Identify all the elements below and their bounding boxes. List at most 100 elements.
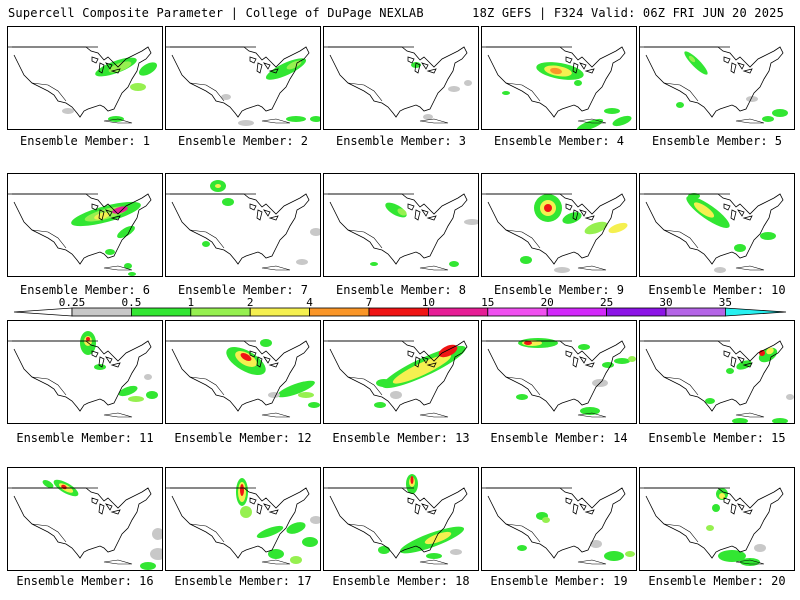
scp-contour (772, 418, 788, 423)
member-caption-10: Ensemble Member: 10 (648, 283, 786, 297)
scp-contour (464, 219, 478, 225)
member-caption-9: Ensemble Member: 9 (493, 283, 625, 297)
member-caption-17: Ensemble Member: 17 (174, 574, 312, 588)
colorbar-tick-label: 35 (719, 296, 732, 309)
scp-contour (718, 550, 746, 562)
colorbar-tick-label: 25 (600, 296, 613, 309)
great-lakes (249, 497, 279, 515)
great-lakes (723, 497, 753, 515)
colorbar-bin (130, 307, 192, 317)
scp-contour (542, 517, 550, 523)
cuba-outline (103, 412, 133, 418)
us-outline (486, 487, 626, 559)
scp-contour (385, 202, 407, 218)
scp-contour (450, 549, 462, 555)
cuba-outline (103, 265, 133, 271)
mexico-border (347, 82, 383, 102)
cuba-outline (103, 559, 133, 565)
cuba-outline (103, 118, 133, 124)
colorbar-tick-label: 10 (422, 296, 435, 309)
scp-contour (222, 198, 234, 206)
colorbar-bin (71, 307, 132, 317)
scp-contour (719, 493, 725, 499)
colorbar-tick-label: 30 (659, 296, 672, 309)
colorbar-bin (546, 307, 608, 317)
member-map-17 (165, 467, 321, 571)
product-title: Supercell Composite Parameter | College … (8, 6, 424, 20)
scp-contour (754, 544, 766, 552)
scp-contour (310, 116, 320, 122)
scp-contour (392, 354, 452, 384)
great-lakes (565, 56, 595, 74)
member-map-15 (639, 320, 795, 424)
scp-contour (268, 392, 280, 398)
mexico-border (31, 82, 67, 102)
member-caption-3: Ensemble Member: 3 (335, 134, 467, 148)
scp-contour (118, 385, 138, 397)
scp-contour (574, 80, 582, 86)
colorbar-bin (606, 307, 667, 317)
us-outline (486, 193, 626, 265)
cuba-outline (577, 412, 607, 418)
member-map-12 (165, 320, 321, 424)
great-lakes (249, 56, 279, 74)
member-map-9 (481, 173, 637, 277)
scp-contour (265, 58, 307, 80)
scp-contour (150, 548, 162, 560)
us-outline (12, 193, 152, 265)
cuba-outline (261, 412, 291, 418)
cuba-outline (577, 559, 607, 565)
scp-contour (614, 358, 630, 364)
us-outline (170, 487, 310, 559)
scp-contour (128, 272, 136, 276)
colorbar-tick-label: 15 (481, 296, 494, 309)
scp-contour (124, 263, 132, 269)
cuba-outline (419, 559, 449, 565)
member-caption-20: Ensemble Member: 20 (648, 574, 786, 588)
scp-contour (604, 108, 620, 114)
scp-contour (762, 116, 774, 122)
member-caption-18: Ensemble Member: 18 (332, 574, 470, 588)
scp-contour (576, 118, 604, 129)
colorbar-bin (368, 307, 429, 317)
scp-contour (238, 120, 254, 126)
mexico-border (31, 229, 67, 249)
scp-contour (370, 262, 378, 266)
scp-contour (524, 341, 532, 345)
us-outline (486, 340, 626, 412)
scp-contour (128, 396, 144, 402)
cuba-outline (419, 265, 449, 271)
scp-contour (215, 184, 221, 188)
mexico-border (347, 376, 383, 396)
great-lakes (723, 56, 753, 74)
scp-contour (502, 91, 510, 95)
member-map-20 (639, 467, 795, 571)
scp-contour (152, 528, 162, 540)
scp-contour (676, 102, 684, 108)
scp-contour (706, 525, 714, 531)
member-map-2 (165, 26, 321, 130)
mexico-border (505, 229, 541, 249)
great-lakes (407, 350, 437, 368)
scp-contour (766, 347, 774, 355)
scp-contour (688, 193, 700, 199)
colorbar-bin (190, 307, 251, 317)
cuba-outline (261, 559, 291, 565)
great-lakes (407, 497, 437, 515)
us-outline (170, 46, 310, 118)
member-map-5 (639, 26, 795, 130)
great-lakes (565, 203, 595, 221)
scp-contour (240, 353, 252, 361)
member-map-8 (323, 173, 479, 277)
scp-contour (423, 114, 433, 120)
scp-contour (734, 244, 746, 252)
great-lakes (565, 497, 595, 515)
us-outline (12, 340, 152, 412)
scp-contour (628, 356, 636, 362)
great-lakes (723, 350, 753, 368)
member-caption-16: Ensemble Member: 16 (16, 574, 154, 588)
colorbar-low-arrow (13, 307, 73, 317)
member-map-14 (481, 320, 637, 424)
scp-contour (584, 221, 608, 235)
great-lakes (723, 203, 753, 221)
